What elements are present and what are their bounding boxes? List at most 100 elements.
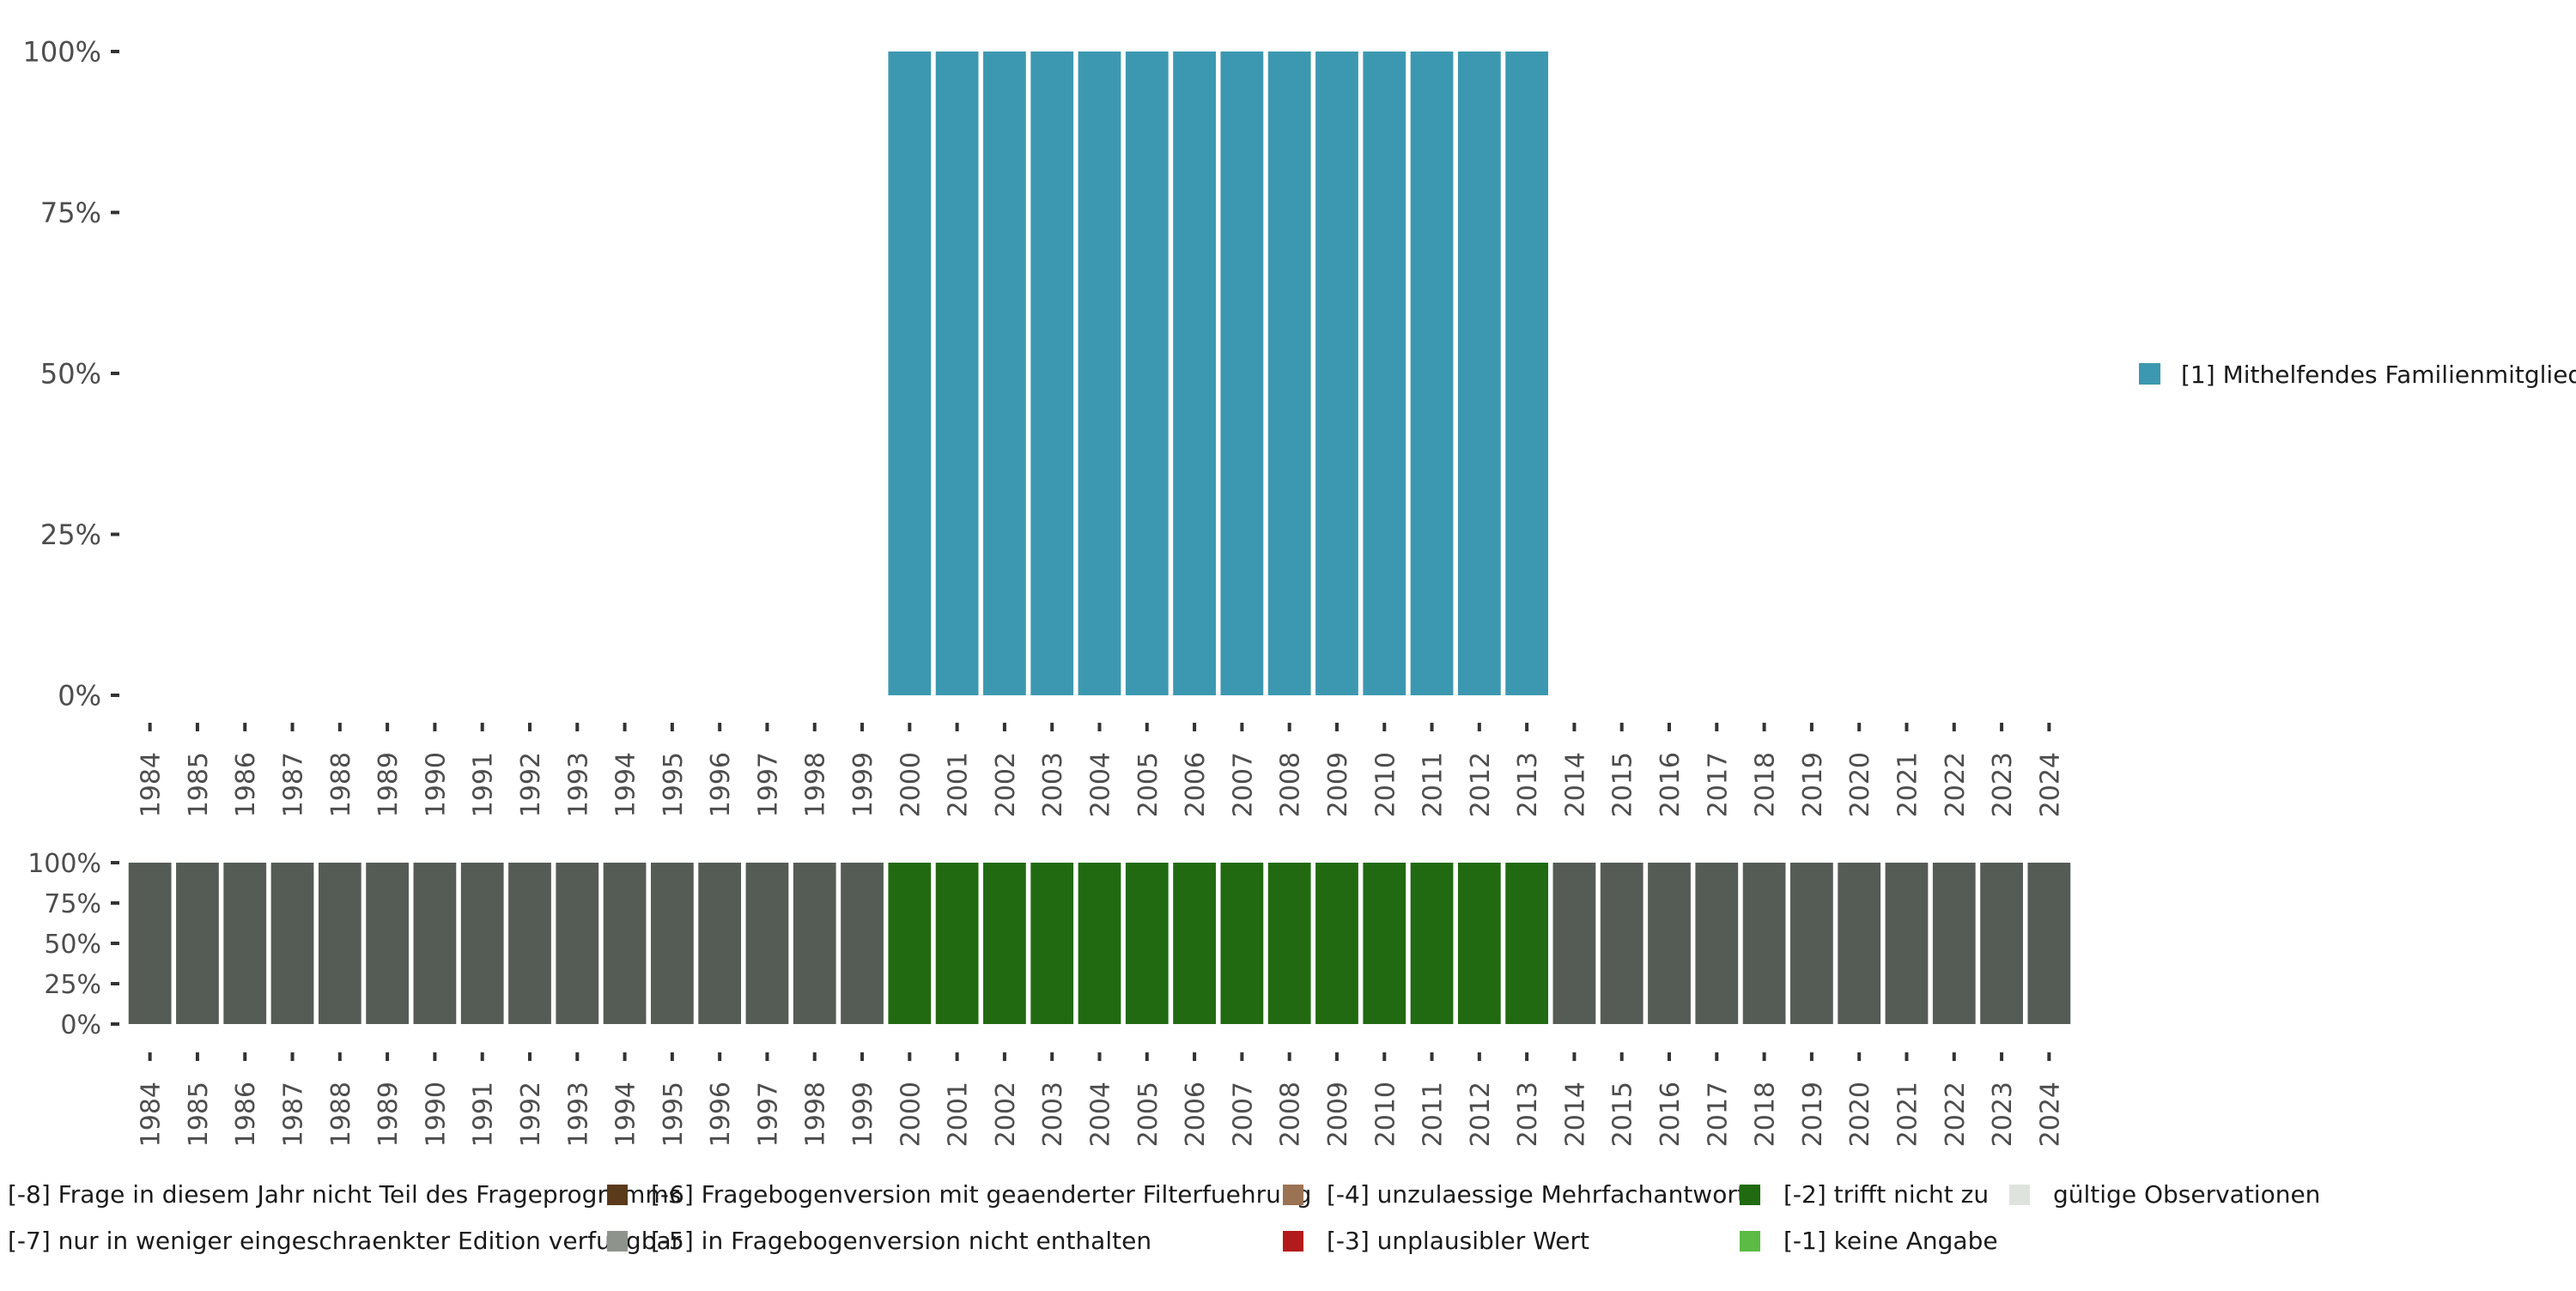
bottom-xtick-label: 1994 (611, 1082, 641, 1147)
bottom-bar-2018-s0 (1742, 863, 1786, 1024)
top-xtick-label: 2011 (1419, 752, 1449, 817)
bottom-bar-1995-s0 (650, 863, 694, 1024)
bottom-legend: [-8] Frage in diesem Jahr nicht Teil des… (8, 1180, 2320, 1255)
top-xtick-label: 2003 (1038, 752, 1068, 817)
bottom-xtick-label: 2024 (2035, 1082, 2065, 1147)
bottom-xtick-label: 2019 (1798, 1082, 1828, 1147)
bottom-legend-swatch (2009, 1185, 2030, 1205)
bottom-ytick-label: 100% (27, 849, 101, 879)
top-panel: 0% 25% 50% 75% 100% 1984 1985 1986 1987 1988 1989 1… (23, 36, 2066, 818)
bottom-xtick-label: 1998 (801, 1082, 831, 1147)
top-xtick-label: 2002 (991, 752, 1021, 817)
bottom-legend-item: [-2] trifft nicht zu (1740, 1180, 1989, 1209)
bottom-xtick-label: 1990 (421, 1082, 451, 1147)
bottom-bar-2003-s1 (1030, 863, 1074, 1024)
bottom-bar-1986-s0 (223, 863, 267, 1024)
bottom-bar-1991-s0 (460, 863, 504, 1024)
bottom-bar-2021-s0 (1885, 863, 1929, 1024)
top-ytick-label: 0% (58, 680, 101, 712)
top-xtick-label: 2010 (1370, 752, 1400, 817)
bottom-bar-2023-s0 (1980, 863, 2023, 1024)
bottom-bar-2005-s1 (1125, 863, 1169, 1024)
top-ytick-label: 75% (40, 197, 101, 229)
top-xtick-label: 2016 (1656, 752, 1686, 817)
bottom-xtick-label: 2022 (1941, 1082, 1971, 1147)
bottom-xtick-label: 1996 (706, 1082, 736, 1147)
bottom-bar-2007-s1 (1220, 863, 1264, 1024)
bottom-legend-item: [-6] Fragebogenversion mit geaenderter F… (607, 1180, 1311, 1209)
top-bar-2010-s0 (1363, 52, 1406, 695)
bottom-bar-1998-s0 (793, 863, 836, 1024)
bottom-bar-1988-s0 (318, 863, 361, 1024)
top-xtick-label: 2021 (1893, 752, 1923, 817)
bottom-xtick-label: 1991 (469, 1082, 499, 1147)
bottom-xtick-label: 1993 (563, 1082, 593, 1147)
bottom-ytick-label: 25% (44, 970, 101, 1000)
top-bar-2011-s0 (1410, 52, 1454, 695)
bottom-xtick-label: 2005 (1133, 1082, 1163, 1147)
bottom-panel: 0% 25% 50% 75% 100% 1984 1985 1986 1987 1988 1989 1… (27, 849, 2071, 1147)
bottom-bar-2006-s1 (1173, 863, 1216, 1024)
bottom-bar-1984-s0 (128, 863, 172, 1024)
bottom-legend-label: [-2] trifft nicht zu (1783, 1180, 1989, 1209)
bottom-xtick-label: 2002 (991, 1082, 1021, 1147)
bottom-legend-swatch (1740, 1231, 1760, 1252)
bottom-legend-item: [-4] unzulaessige Mehrfachantwort (1283, 1180, 1747, 1209)
bottom-legend-item: [-7] nur in weniger eingeschraenkter Edi… (8, 1227, 682, 1255)
bottom-bar-2004-s1 (1078, 863, 1121, 1024)
top-xtick-label: 2024 (2035, 752, 2065, 817)
bottom-bar-2024-s0 (2027, 863, 2071, 1024)
bottom-xtick-label: 2014 (1560, 1082, 1590, 1147)
top-ytick-label: 25% (40, 518, 101, 551)
bottom-xtick-label: 1986 (231, 1082, 261, 1147)
top-legend-swatch (2139, 363, 2160, 385)
top-xtick-label: 1989 (374, 752, 404, 817)
bottom-ytick-label: 75% (44, 889, 101, 919)
bottom-legend-label: [-1] keine Angabe (1783, 1227, 1998, 1255)
bottom-bar-1989-s0 (366, 863, 409, 1024)
bottom-legend-label: [-7] nur in weniger eingeschraenkter Edi… (8, 1227, 682, 1255)
bottom-xtick-label: 2020 (1845, 1082, 1875, 1147)
bottom-xtick-label: 2010 (1370, 1082, 1400, 1147)
bottom-legend-label: [-3] unplausibler Wert (1327, 1227, 1589, 1255)
bottom-xtick-label: 2023 (1988, 1082, 2018, 1147)
bottom-bar-2016-s0 (1648, 863, 1691, 1024)
bottom-xtick-label: 2008 (1276, 1082, 1306, 1147)
top-ytick-label: 100% (23, 36, 101, 69)
bottom-xtick-label: 1997 (753, 1082, 783, 1147)
top-legend: [1] Mithelfendes Familienmitglied (2139, 361, 2576, 389)
top-xtick-label: 2009 (1323, 752, 1353, 817)
top-xtick-label: 1988 (326, 752, 356, 817)
top-xtick-label: 1996 (706, 752, 736, 817)
bottom-legend-label: [-4] unzulaessige Mehrfachantwort (1327, 1180, 1747, 1209)
top-xtick-label: 1995 (659, 752, 689, 817)
bottom-xtick-label: 2018 (1751, 1082, 1781, 1147)
bottom-xtick-label: 2011 (1419, 1082, 1449, 1147)
bottom-xtick-label: 1989 (374, 1082, 404, 1147)
bottom-legend-swatch (1740, 1185, 1760, 1205)
top-bar-2003-s0 (1030, 52, 1074, 695)
top-xtick-label: 1986 (231, 752, 261, 817)
bottom-xtick-label: 2007 (1228, 1082, 1258, 1147)
bottom-xtick-label: 2017 (1703, 1082, 1733, 1147)
bottom-xtick-label: 2001 (944, 1082, 974, 1147)
bottom-bar-2013-s1 (1505, 863, 1549, 1024)
top-bar-2008-s0 (1267, 52, 1311, 695)
top-bar-2002-s0 (983, 52, 1026, 695)
bottom-bar-2001-s1 (935, 863, 979, 1024)
bottom-xtick-label: 2000 (896, 1082, 926, 1147)
bottom-bar-2009-s1 (1315, 863, 1358, 1024)
top-xtick-label: 2015 (1608, 752, 1638, 817)
bottom-legend-label: gültige Observationen (2053, 1180, 2320, 1209)
top-xtick-label: 2001 (944, 752, 974, 817)
bottom-bar-1985-s0 (176, 863, 219, 1024)
bottom-legend-label: [-8] Frage in diesem Jahr nicht Teil des… (8, 1180, 681, 1209)
top-xtick-label: 1990 (421, 752, 451, 817)
bottom-bar-1993-s0 (556, 863, 599, 1024)
bottom-xtick-label: 1988 (326, 1082, 356, 1147)
bottom-xtick-label: 1999 (848, 1082, 878, 1147)
bottom-bar-1992-s0 (508, 863, 551, 1024)
bottom-bar-1997-s0 (745, 863, 789, 1024)
